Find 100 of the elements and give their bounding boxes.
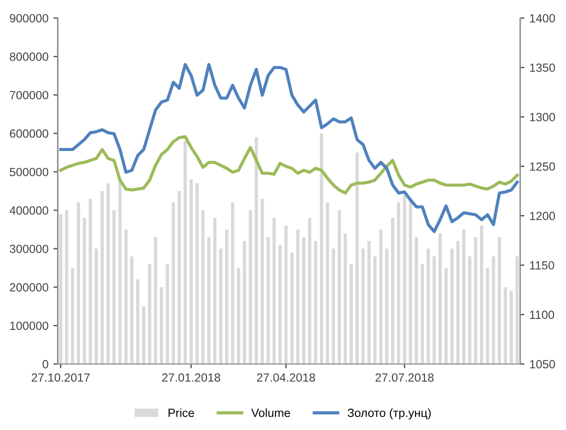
bar	[225, 229, 228, 364]
y-tick-label: 800000	[10, 52, 48, 61]
y2-tick-label: 1300	[530, 112, 555, 122]
bar	[290, 252, 294, 364]
bar	[184, 141, 187, 364]
bar	[414, 237, 418, 364]
y2-tick-label: 1150	[530, 261, 554, 270]
bar	[516, 256, 519, 364]
bar	[408, 198, 412, 364]
bar	[248, 210, 252, 364]
bar	[320, 133, 324, 364]
bar	[456, 240, 460, 364]
bar	[332, 248, 336, 364]
bar	[308, 218, 312, 364]
bar	[195, 183, 199, 364]
bar	[480, 226, 484, 364]
bar	[260, 198, 264, 364]
bar	[355, 152, 359, 364]
bar	[166, 264, 170, 364]
bar	[100, 191, 104, 364]
bar	[361, 248, 365, 364]
bar	[367, 240, 371, 364]
bar	[70, 268, 74, 364]
bar	[450, 248, 454, 364]
bar	[486, 268, 490, 364]
bar	[284, 226, 288, 364]
bar	[391, 218, 394, 364]
bar	[130, 256, 134, 364]
bar	[272, 218, 276, 364]
bar	[296, 229, 300, 364]
bar	[396, 202, 400, 364]
bar	[379, 229, 382, 364]
bar	[266, 237, 270, 364]
y-tick-label: 500000	[10, 168, 48, 176]
bar	[136, 279, 140, 364]
x-tick-label: 27.04.2018	[257, 373, 316, 382]
bar	[201, 210, 205, 364]
legend-label: Золото (тр.унц)	[348, 408, 431, 420]
bar	[432, 256, 436, 364]
y2-tick-label: 1050	[530, 360, 555, 368]
bar	[338, 210, 341, 364]
bar	[88, 198, 92, 364]
x-tick-label: 27.10.2017	[32, 373, 90, 382]
y2-tick-label: 1350	[530, 64, 555, 72]
bar	[64, 210, 68, 364]
bar	[468, 256, 472, 364]
legend-label: Price	[168, 408, 194, 418]
bar	[172, 202, 175, 364]
bar	[344, 233, 347, 364]
y-tick-label: 900000	[10, 14, 48, 22]
y-tick-label: 700000	[10, 90, 48, 100]
y-tick-label: 600000	[10, 129, 48, 138]
bar	[254, 137, 258, 364]
bar	[326, 202, 330, 364]
bar	[510, 290, 513, 364]
bar	[498, 237, 502, 364]
bar	[94, 248, 98, 364]
y-tick-label: 100000	[10, 322, 48, 330]
bar	[154, 237, 158, 364]
y-tick-label: 300000	[10, 244, 48, 254]
bar	[420, 264, 424, 364]
bar	[142, 306, 146, 364]
bar	[402, 194, 406, 364]
bar	[385, 248, 388, 364]
bar	[462, 229, 466, 364]
bar	[278, 244, 282, 364]
bar	[112, 210, 116, 364]
bar	[82, 218, 86, 364]
bar	[236, 268, 240, 364]
bar	[160, 287, 164, 364]
y-tick-label: 200000	[10, 283, 48, 292]
bar	[438, 233, 442, 364]
bar	[118, 179, 122, 364]
y2-tick-label: 1100	[530, 310, 554, 319]
bar	[230, 202, 234, 364]
line-series	[59, 62, 519, 234]
bar	[444, 268, 448, 364]
bar	[492, 256, 496, 364]
legend-label: Volume	[251, 408, 290, 418]
bar	[106, 183, 110, 364]
bar	[242, 240, 246, 364]
bar	[302, 237, 306, 364]
x-tick-label: 27.01.2018	[162, 373, 220, 382]
bar	[426, 248, 430, 364]
bar	[148, 264, 152, 364]
x-tick-label: 27.07.2018	[376, 373, 434, 382]
bar	[350, 264, 353, 364]
bar	[76, 202, 80, 364]
y-tick-label: 400000	[10, 206, 48, 215]
bar	[373, 256, 377, 364]
bar	[474, 237, 478, 364]
bar	[178, 191, 181, 364]
bar	[314, 240, 318, 364]
line-series	[59, 135, 519, 195]
bar	[207, 237, 211, 364]
y-tick-label: 0	[42, 360, 48, 368]
bar	[219, 248, 222, 364]
bar	[213, 218, 216, 364]
bar	[189, 179, 193, 364]
y2-tick-label: 1400	[530, 14, 555, 22]
